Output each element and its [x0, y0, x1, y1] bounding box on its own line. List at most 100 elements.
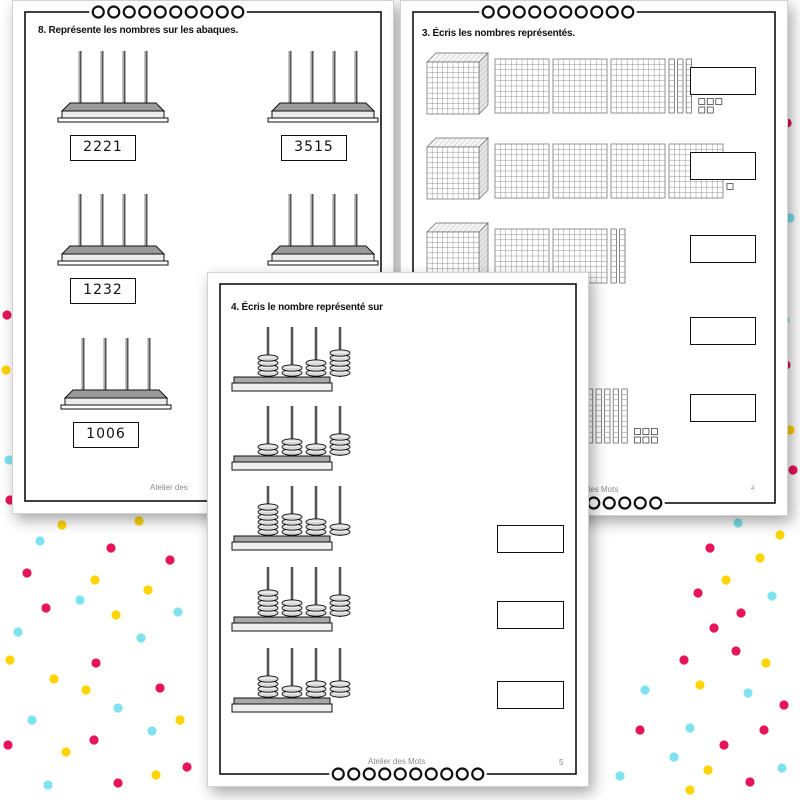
page-number: 5 — [559, 758, 564, 767]
confetti-dot — [90, 575, 100, 585]
abacus-base-top — [270, 245, 376, 255]
confetti-dot — [173, 607, 183, 617]
abacus — [267, 194, 379, 266]
answer-box[interactable] — [690, 235, 756, 263]
ring-decoration — [184, 5, 198, 19]
confetti-dot — [755, 553, 765, 563]
abacus-base-front — [231, 622, 333, 632]
confetti-dot — [719, 740, 729, 750]
abacus — [231, 406, 351, 471]
answer-box[interactable] — [690, 152, 756, 180]
confetti-dot — [136, 633, 146, 643]
confetti-dot — [106, 543, 116, 553]
confetti-dot — [695, 680, 705, 690]
confetti-dot — [61, 747, 71, 757]
confetti-dot — [89, 735, 99, 745]
answer-box[interactable] — [497, 525, 564, 553]
cube-edge-lines — [432, 137, 489, 194]
confetti-dot — [1, 365, 11, 375]
abacus-bead — [305, 604, 327, 612]
ring-decoration — [409, 767, 423, 781]
ring-decoration — [200, 5, 214, 19]
abacus-bead — [305, 359, 327, 367]
abacus — [57, 51, 169, 123]
abacus-bead — [329, 523, 351, 531]
abacus-base-front — [61, 253, 165, 262]
answer-box[interactable] — [497, 601, 564, 629]
ring-decoration — [618, 496, 632, 510]
answer-box[interactable] — [497, 681, 564, 709]
abacus-base-foot — [267, 260, 379, 266]
abacus-base-top — [233, 616, 331, 624]
one-unit — [706, 98, 714, 105]
one-unit — [633, 428, 641, 435]
abacus — [57, 194, 169, 266]
confetti-dot — [761, 658, 771, 668]
confetti-dot — [75, 595, 85, 605]
ring-decoration — [543, 5, 557, 19]
confetti-dot — [13, 627, 23, 637]
ten-rod-grid — [669, 64, 675, 108]
ring-decoration — [621, 5, 635, 19]
abacus-bead — [257, 589, 279, 597]
one-unit — [642, 436, 650, 444]
ring-decoration — [455, 767, 469, 781]
confetti-dot — [81, 685, 91, 695]
ten-rod-grid — [619, 234, 625, 278]
hundred-flat-grid — [611, 59, 665, 113]
confetti-dot — [788, 465, 798, 475]
confetti-dot — [165, 555, 175, 565]
ring-decoration — [481, 5, 495, 19]
confetti-dot — [155, 683, 165, 693]
confetti-dot — [736, 608, 746, 618]
one-unit — [726, 183, 734, 190]
confetti-dot — [143, 585, 153, 595]
one-unit — [650, 428, 658, 435]
confetti-dot — [57, 520, 67, 530]
one-unit — [633, 436, 641, 444]
confetti-dot — [745, 777, 755, 787]
abacus-base-top — [60, 245, 166, 255]
number-box: 3515 — [281, 135, 347, 161]
hundred-flat-grid — [495, 59, 549, 113]
confetti-dot — [705, 543, 715, 553]
confetti-dot — [3, 740, 13, 750]
abacus — [231, 567, 351, 632]
number-box: 1232 — [70, 278, 136, 304]
ten-rod-grid — [604, 394, 610, 438]
answer-box[interactable] — [690, 394, 756, 422]
confetti-dot — [703, 765, 713, 775]
confetti-dot — [731, 646, 741, 656]
abacus-base-top — [233, 535, 331, 543]
ten-rod-grid — [611, 234, 617, 278]
ring-decoration — [602, 496, 616, 510]
abacus-base-front — [64, 397, 168, 406]
number-box: 2221 — [70, 135, 136, 161]
confetti-dot — [635, 725, 645, 735]
abacus-base-top — [270, 102, 376, 112]
answer-box[interactable] — [690, 67, 756, 95]
ten-rod-grid — [596, 394, 602, 438]
empty-abacus-grid — [57, 51, 379, 410]
abacus — [60, 338, 172, 410]
abacus-base-front — [231, 382, 333, 392]
one-unit — [650, 436, 658, 444]
abacus-bead — [329, 349, 351, 357]
ring-decoration — [169, 5, 183, 19]
ten-rod-grid — [587, 394, 593, 438]
cube-edge-lines — [432, 52, 489, 109]
confetti-dot — [767, 591, 777, 601]
thousand-cube-grid — [427, 147, 479, 199]
abacus-base-top — [233, 376, 331, 384]
ring-decoration — [91, 5, 105, 19]
ring-decoration — [138, 5, 152, 19]
answer-box[interactable] — [690, 317, 756, 345]
confetti-dot — [733, 518, 743, 528]
ring-decoration — [153, 5, 167, 19]
ring-decoration — [107, 5, 121, 19]
number-box: 1006 — [73, 422, 139, 448]
confetti-dot — [743, 688, 753, 698]
confetti-dot — [35, 536, 45, 546]
thousand-cube-grid — [427, 62, 479, 114]
abacus-base-front — [271, 253, 375, 262]
